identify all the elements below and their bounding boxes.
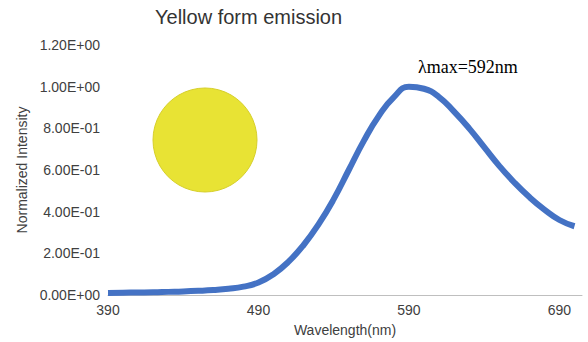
svg-text:590: 590 — [397, 302, 421, 318]
svg-text:1.20E+00: 1.20E+00 — [40, 37, 101, 53]
svg-text:Yellow form emission: Yellow form emission — [155, 6, 342, 28]
svg-text:Normalized Intensity: Normalized Intensity — [14, 107, 30, 234]
svg-text:1.00E+00: 1.00E+00 — [40, 79, 101, 95]
svg-text:6.00E-01: 6.00E-01 — [43, 162, 100, 178]
svg-text:0.00E+00: 0.00E+00 — [40, 287, 101, 303]
svg-text:Wavelength(nm): Wavelength(nm) — [294, 322, 396, 338]
svg-text:490: 490 — [247, 302, 271, 318]
svg-text:4.00E-01: 4.00E-01 — [43, 204, 100, 220]
svg-text:λmax=592nm: λmax=592nm — [418, 57, 518, 77]
svg-text:690: 690 — [548, 302, 572, 318]
svg-text:2.00E-01: 2.00E-01 — [43, 245, 100, 261]
svg-text:390: 390 — [96, 302, 120, 318]
svg-text:8.00E-01: 8.00E-01 — [43, 120, 100, 136]
